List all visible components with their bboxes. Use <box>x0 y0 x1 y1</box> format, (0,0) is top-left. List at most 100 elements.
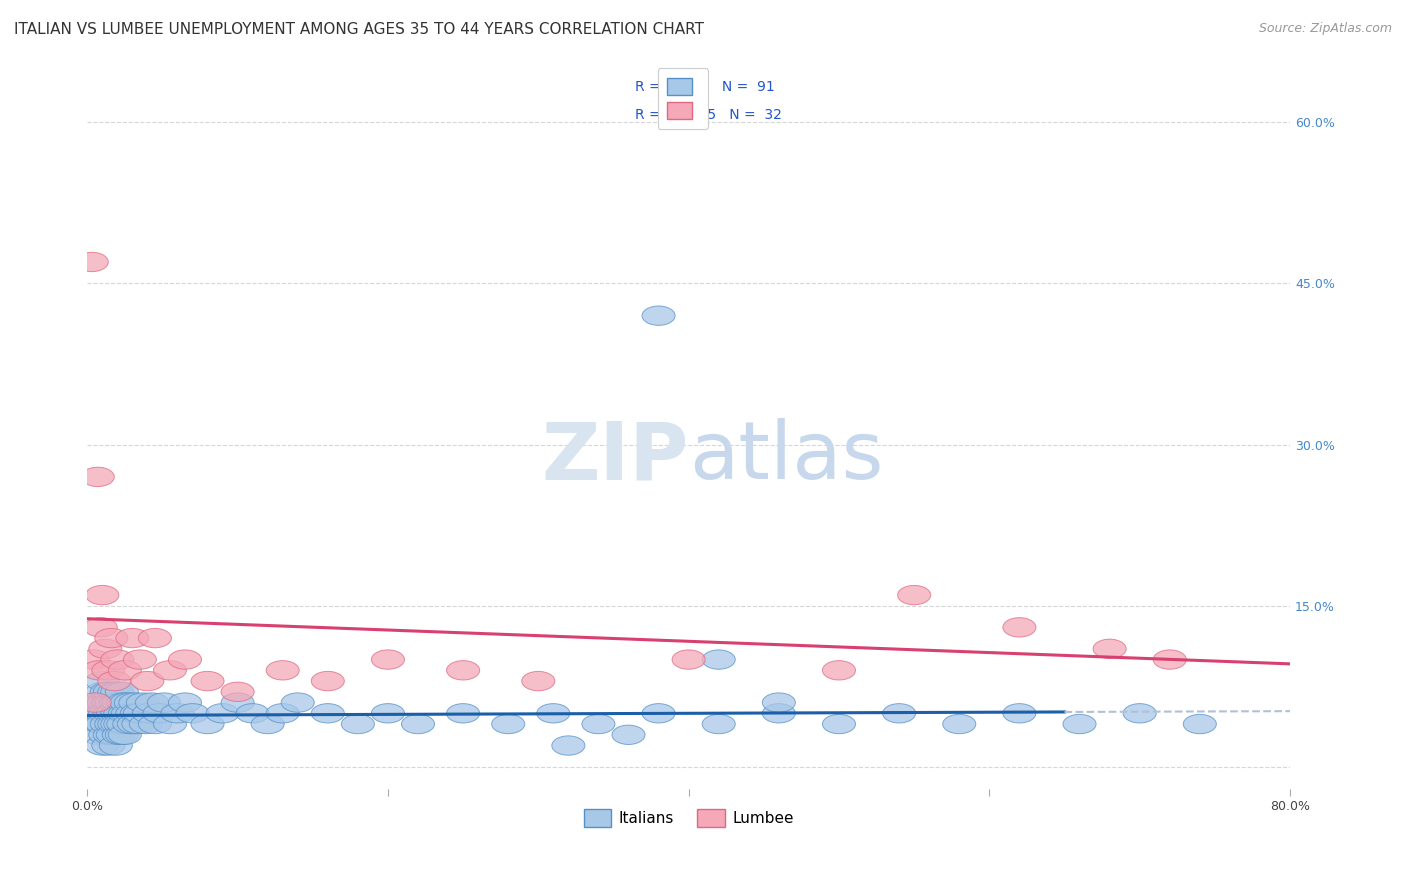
Ellipse shape <box>582 714 614 734</box>
Ellipse shape <box>79 704 111 723</box>
Ellipse shape <box>537 704 569 723</box>
Ellipse shape <box>1092 640 1126 658</box>
Ellipse shape <box>207 704 239 723</box>
Ellipse shape <box>169 693 201 712</box>
Ellipse shape <box>447 661 479 680</box>
Ellipse shape <box>107 714 139 734</box>
Ellipse shape <box>101 650 134 669</box>
Ellipse shape <box>105 725 138 745</box>
Ellipse shape <box>98 714 131 734</box>
Ellipse shape <box>100 736 132 756</box>
Ellipse shape <box>124 650 156 669</box>
Ellipse shape <box>129 714 163 734</box>
Ellipse shape <box>94 628 128 648</box>
Ellipse shape <box>93 682 127 701</box>
Ellipse shape <box>114 693 148 712</box>
Ellipse shape <box>107 693 139 712</box>
Ellipse shape <box>108 725 142 745</box>
Ellipse shape <box>1184 714 1216 734</box>
Ellipse shape <box>612 725 645 745</box>
Ellipse shape <box>86 672 120 690</box>
Ellipse shape <box>169 650 201 669</box>
Ellipse shape <box>492 714 524 734</box>
Ellipse shape <box>122 714 155 734</box>
Ellipse shape <box>131 672 165 690</box>
Ellipse shape <box>1123 704 1156 723</box>
Ellipse shape <box>132 704 166 723</box>
Ellipse shape <box>93 725 127 745</box>
Ellipse shape <box>266 661 299 680</box>
Ellipse shape <box>83 661 115 680</box>
Ellipse shape <box>124 704 156 723</box>
Legend: Italians, Lumbee: Italians, Lumbee <box>576 801 801 835</box>
Ellipse shape <box>221 693 254 712</box>
Ellipse shape <box>94 693 128 712</box>
Ellipse shape <box>191 672 224 690</box>
Ellipse shape <box>138 714 172 734</box>
Ellipse shape <box>111 704 145 723</box>
Ellipse shape <box>143 704 176 723</box>
Ellipse shape <box>135 693 169 712</box>
Ellipse shape <box>883 704 915 723</box>
Ellipse shape <box>89 704 122 723</box>
Ellipse shape <box>672 650 706 669</box>
Ellipse shape <box>221 682 254 701</box>
Ellipse shape <box>138 628 172 648</box>
Ellipse shape <box>311 672 344 690</box>
Ellipse shape <box>117 714 150 734</box>
Text: atlas: atlas <box>689 418 883 496</box>
Ellipse shape <box>86 682 120 701</box>
Ellipse shape <box>89 725 122 745</box>
Ellipse shape <box>160 704 194 723</box>
Ellipse shape <box>191 714 224 734</box>
Ellipse shape <box>90 714 124 734</box>
Ellipse shape <box>91 736 125 756</box>
Ellipse shape <box>87 693 121 712</box>
Ellipse shape <box>82 467 114 486</box>
Ellipse shape <box>82 725 114 745</box>
Ellipse shape <box>643 704 675 723</box>
Ellipse shape <box>1063 714 1097 734</box>
Ellipse shape <box>148 693 180 712</box>
Ellipse shape <box>104 704 136 723</box>
Ellipse shape <box>447 704 479 723</box>
Ellipse shape <box>311 704 344 723</box>
Ellipse shape <box>103 693 135 712</box>
Ellipse shape <box>643 306 675 326</box>
Ellipse shape <box>86 585 120 605</box>
Ellipse shape <box>176 704 209 723</box>
Ellipse shape <box>281 693 315 712</box>
Ellipse shape <box>93 704 127 723</box>
Ellipse shape <box>89 640 122 658</box>
Ellipse shape <box>108 661 142 680</box>
Ellipse shape <box>1153 650 1187 669</box>
Ellipse shape <box>551 736 585 756</box>
Ellipse shape <box>402 714 434 734</box>
Ellipse shape <box>90 682 124 701</box>
Ellipse shape <box>94 714 128 734</box>
Ellipse shape <box>115 704 149 723</box>
Ellipse shape <box>522 672 555 690</box>
Ellipse shape <box>762 704 796 723</box>
Ellipse shape <box>79 693 111 712</box>
Ellipse shape <box>86 714 120 734</box>
Ellipse shape <box>98 672 131 690</box>
Ellipse shape <box>702 714 735 734</box>
Ellipse shape <box>266 704 299 723</box>
Ellipse shape <box>120 693 152 712</box>
Ellipse shape <box>823 714 855 734</box>
Ellipse shape <box>98 682 131 701</box>
Ellipse shape <box>897 585 931 605</box>
Ellipse shape <box>91 693 125 712</box>
Ellipse shape <box>84 617 117 637</box>
Ellipse shape <box>115 628 149 648</box>
Ellipse shape <box>121 704 153 723</box>
Ellipse shape <box>103 725 135 745</box>
Ellipse shape <box>101 682 134 701</box>
Text: Source: ZipAtlas.com: Source: ZipAtlas.com <box>1258 22 1392 36</box>
Ellipse shape <box>86 704 120 723</box>
Ellipse shape <box>104 714 136 734</box>
Ellipse shape <box>252 714 284 734</box>
Ellipse shape <box>153 714 187 734</box>
Ellipse shape <box>371 650 405 669</box>
